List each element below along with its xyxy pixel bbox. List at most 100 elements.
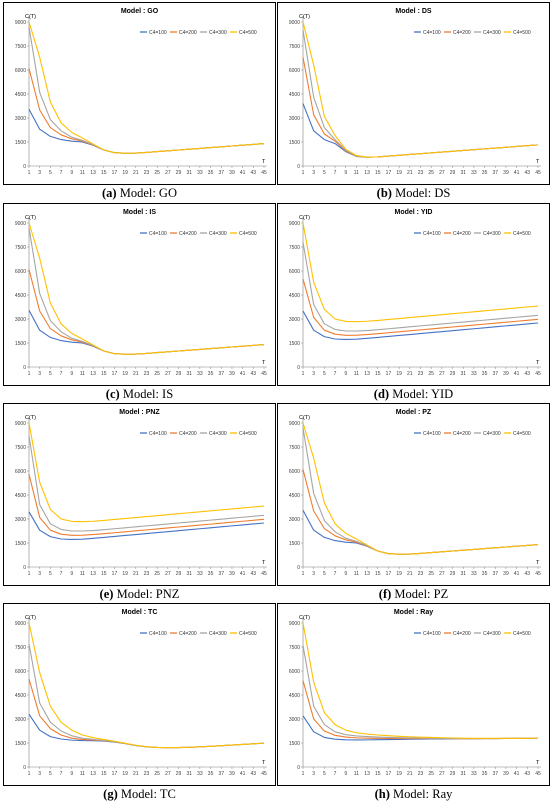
x-tick-label: 37 <box>218 371 224 377</box>
chart-title: Model : IS <box>123 209 156 216</box>
y-tick-label: 3000 <box>15 317 26 323</box>
y-axis-label: C(T) <box>299 215 310 221</box>
legend-label: C4=300 <box>483 431 501 437</box>
y-axis-label: C(T) <box>299 615 310 621</box>
series-line <box>28 422 265 523</box>
x-tick-label: 23 <box>418 771 424 777</box>
y-tick-label: 3000 <box>15 717 26 723</box>
x-tick-label: 41 <box>240 571 246 577</box>
series-line <box>28 21 265 154</box>
x-tick-label: 11 <box>80 170 85 176</box>
y-axis-label: C(T) <box>25 215 36 221</box>
legend-label: C4=200 <box>453 631 471 637</box>
y-tick-label: 4500 <box>289 493 300 499</box>
x-tick-label: 37 <box>218 771 224 777</box>
x-tick-label: 3 <box>38 571 41 577</box>
x-tick-label: 13 <box>90 771 96 777</box>
x-tick-label: 9 <box>344 571 347 577</box>
x-tick-label: 13 <box>90 371 96 377</box>
x-tick-label: 35 <box>482 371 488 377</box>
x-tick-label: 29 <box>176 571 182 577</box>
legend-box <box>410 628 535 638</box>
x-tick-label: 19 <box>122 170 128 176</box>
x-tick-label: 3 <box>38 771 41 777</box>
x-tick-label: 27 <box>439 170 445 176</box>
legend-label: C4=100 <box>149 631 167 637</box>
x-tick-label: 29 <box>450 371 456 377</box>
series-line <box>302 278 539 336</box>
x-tick-label: 1 <box>28 771 31 777</box>
x-tick-label: 45 <box>261 170 267 176</box>
y-tick-label: 1500 <box>289 140 300 146</box>
x-tick-label: 15 <box>375 170 381 176</box>
y-tick-label: 1500 <box>15 541 26 547</box>
x-tick-label: 45 <box>261 571 267 577</box>
y-axis-label: C(T) <box>25 615 36 621</box>
line-chart: Model : DS C(T) T 0 1500 3000 4500 6000 7500 9000… <box>277 2 550 185</box>
figure-caption: g Model: TC <box>3 787 276 802</box>
series-line <box>28 222 265 355</box>
y-tick-label: 4500 <box>15 92 26 98</box>
y-tick-label: 3000 <box>289 317 300 323</box>
x-axis-label: T <box>536 760 540 766</box>
y-tick-label: 4500 <box>15 493 26 499</box>
legend-label: C4=500 <box>513 631 531 637</box>
x-tick-label: 43 <box>525 771 531 777</box>
legend-label: C4=500 <box>513 231 531 237</box>
y-tick-label: 6000 <box>15 669 26 675</box>
x-tick-label: 21 <box>133 771 139 777</box>
line-chart: Model : IS C(T) T 0 1500 3000 4500 6000 7500 9000… <box>3 203 276 386</box>
y-tick-label: 6000 <box>289 669 300 675</box>
x-tick-label: 29 <box>450 771 456 777</box>
x-tick-label: 45 <box>535 170 541 176</box>
x-tick-label: 3 <box>38 170 41 176</box>
line-chart: Model : PZ C(T) T 0 1500 3000 4500 6000 7500 9000… <box>277 403 550 586</box>
figure-caption: d Model: YID <box>277 387 550 402</box>
x-tick-label: 23 <box>144 170 150 176</box>
caption-text: Model: PNZ <box>116 587 180 601</box>
x-tick-label: 13 <box>364 170 370 176</box>
legend-box <box>136 628 261 638</box>
x-tick-label: 11 <box>354 371 359 377</box>
caption-letter: b <box>377 186 392 200</box>
x-tick-label: 19 <box>122 571 128 577</box>
x-tick-label: 29 <box>450 571 456 577</box>
y-tick-label: 0 <box>23 565 26 571</box>
x-tick-label: 3 <box>312 771 315 777</box>
chart-panel: Model : DS C(T) T 0 1500 3000 4500 6000 7500 9000… <box>277 2 550 202</box>
chart-title: Model : YID <box>395 209 433 216</box>
x-tick-label: 33 <box>197 571 203 577</box>
y-tick-label: 3000 <box>289 517 300 523</box>
legend-label: C4=200 <box>179 431 197 437</box>
y-tick-label: 7500 <box>289 645 300 651</box>
series-line <box>28 474 265 536</box>
x-tick-label: 33 <box>471 771 477 777</box>
chart-title: Model : TC <box>122 609 158 616</box>
y-tick-label: 9000 <box>289 621 300 627</box>
x-tick-label: 37 <box>492 571 498 577</box>
x-tick-label: 27 <box>439 371 445 377</box>
x-tick-label: 7 <box>334 771 337 777</box>
caption-text: Model: Ray <box>393 787 453 801</box>
x-tick-label: 15 <box>101 170 107 176</box>
x-tick-label: 27 <box>165 771 171 777</box>
y-tick-label: 4500 <box>289 693 300 699</box>
caption-letter: e <box>100 587 114 601</box>
x-tick-label: 1 <box>302 371 305 377</box>
x-tick-label: 21 <box>133 170 139 176</box>
x-tick-label: 11 <box>354 571 359 577</box>
x-tick-label: 21 <box>407 571 413 577</box>
x-tick-label: 43 <box>251 170 257 176</box>
y-tick-label: 7500 <box>15 645 26 651</box>
x-tick-label: 11 <box>354 170 359 176</box>
x-tick-label: 33 <box>197 771 203 777</box>
legend-label: C4=300 <box>209 431 227 437</box>
x-tick-label: 35 <box>482 170 488 176</box>
x-tick-label: 1 <box>28 170 31 176</box>
y-tick-label: 6000 <box>289 269 300 275</box>
x-tick-label: 15 <box>101 571 107 577</box>
x-tick-label: 11 <box>80 771 85 777</box>
x-tick-label: 5 <box>323 371 326 377</box>
x-tick-label: 3 <box>38 371 41 377</box>
x-tick-label: 17 <box>112 170 118 176</box>
